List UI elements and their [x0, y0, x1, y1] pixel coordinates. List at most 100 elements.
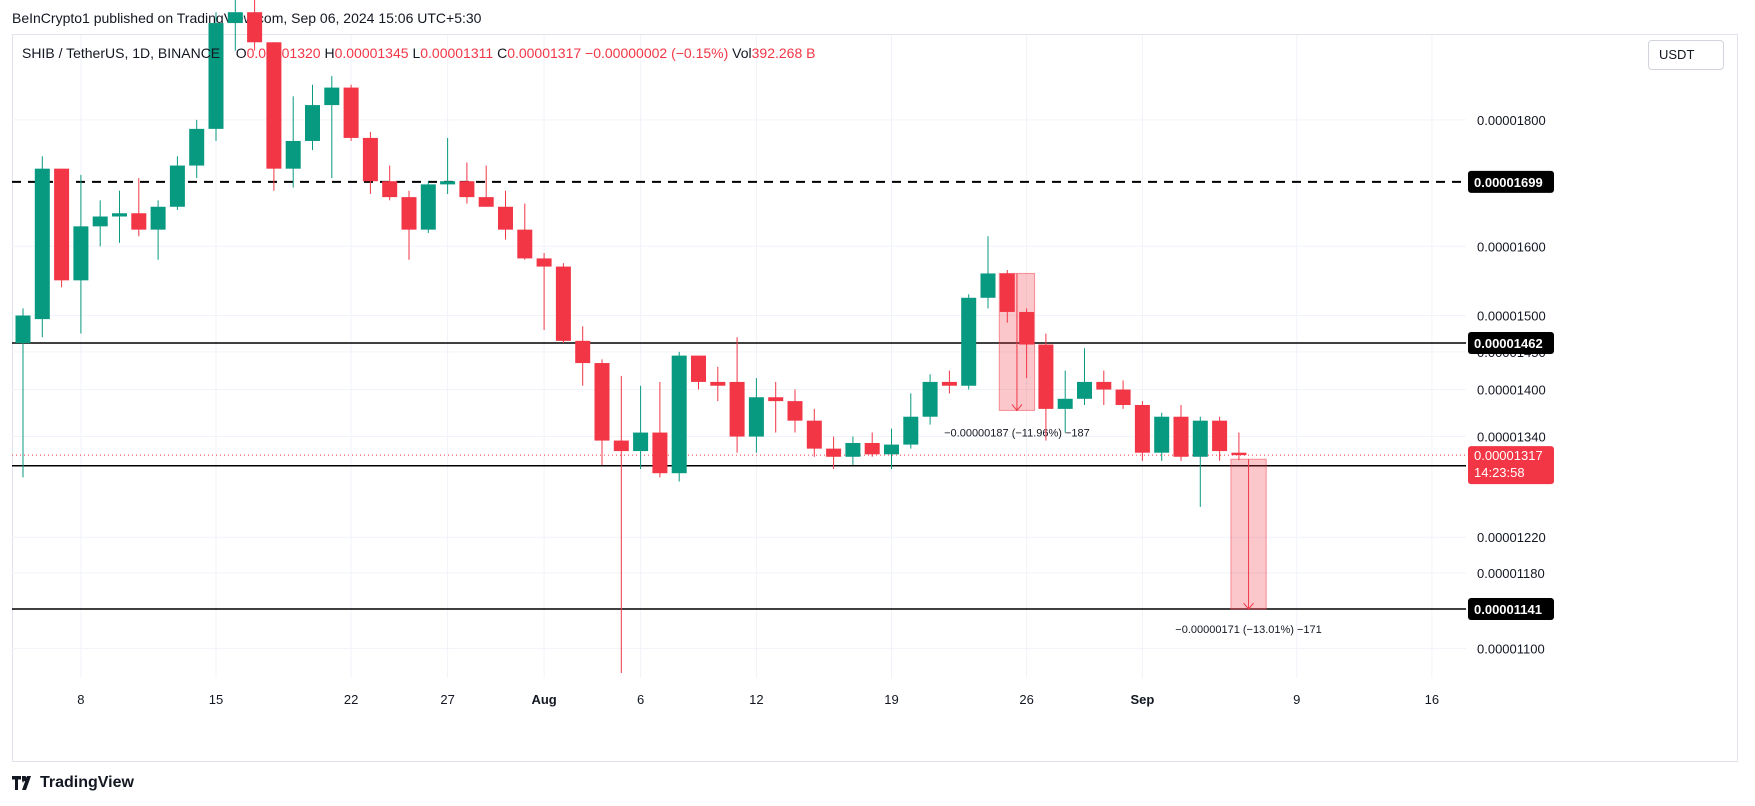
y-axis-tick-label: 0.00001220	[1477, 530, 1546, 545]
candle-body	[420, 184, 436, 230]
candle-body	[884, 444, 899, 455]
candle-body	[999, 273, 1015, 312]
measure-arrow-head	[1243, 602, 1254, 610]
candle-body	[806, 420, 822, 449]
publisher-line: BeInCrypto1 published on TradingView.com…	[12, 10, 482, 26]
y-axis-tick-label: 0.00001500	[1477, 309, 1546, 324]
candle-body	[729, 381, 745, 437]
candle-body	[362, 137, 378, 182]
y-axis-tick-label: 0.00001600	[1477, 239, 1546, 254]
chart-frame	[12, 34, 1738, 762]
x-axis-tick-label: 6	[637, 692, 644, 707]
candle-body	[440, 181, 456, 185]
candle-body	[1057, 398, 1073, 409]
candle-body	[826, 448, 842, 457]
candle-body	[150, 206, 166, 230]
level-badge	[1468, 598, 1554, 621]
candle-body	[613, 440, 629, 452]
candle-body	[633, 432, 649, 452]
y-axis-tick-label: 0.00001400	[1477, 383, 1546, 398]
candle-body	[247, 12, 263, 43]
candle-body	[54, 168, 70, 281]
y-axis-tick-label: 0.00001800	[1477, 113, 1546, 128]
candle-body	[1038, 344, 1054, 409]
candle-body	[112, 213, 127, 217]
candle-body	[169, 165, 185, 207]
candle-body	[594, 363, 610, 441]
level-badge	[1468, 332, 1554, 355]
level-badge-label: 0.00001141	[1474, 602, 1542, 617]
x-axis-tick-label: 26	[1019, 692, 1033, 707]
candle-body	[131, 213, 147, 230]
candle-body	[517, 229, 533, 259]
candle-body	[710, 381, 726, 386]
legend-close-label: C	[497, 45, 508, 61]
candle-body	[459, 181, 475, 198]
x-axis-tick-label: 9	[1293, 692, 1300, 707]
x-axis-tick-label: Aug	[531, 692, 556, 707]
legend-low-value: 0.00001311	[420, 45, 494, 61]
candle-body	[266, 42, 282, 169]
measure-label: −0.00000187 (−11.96%) −187	[944, 427, 1090, 439]
candle-body	[401, 197, 417, 230]
tradingview-brand[interactable]: TradingView	[12, 774, 134, 792]
currency-button[interactable]: USDT	[1648, 40, 1724, 70]
current-price-countdown: 14:23:58	[1474, 465, 1525, 480]
candle-body	[343, 87, 359, 138]
measure-label: −0.00000171 (−13.01%) −171	[1175, 624, 1322, 636]
candle-body	[671, 355, 687, 474]
y-axis-tick-label: 0.00001100	[1477, 641, 1545, 656]
candle-body	[285, 140, 301, 169]
level-badge-label: 0.00001699	[1474, 175, 1543, 190]
legend-high-label: H	[324, 45, 335, 61]
legend-change: −0.00000002 (−0.15%)	[585, 45, 729, 61]
candle-body	[498, 206, 513, 230]
x-axis-tick-label: 12	[749, 692, 763, 707]
candle-body	[73, 226, 89, 281]
candle-body	[305, 105, 320, 141]
level-badge-label: 0.00001462	[1474, 336, 1543, 351]
candle-body	[1134, 404, 1150, 453]
candle-body	[1096, 381, 1112, 390]
y-axis-tick-label: 0.00001340	[1477, 430, 1546, 445]
candle-body	[1173, 416, 1189, 457]
candle-body	[227, 12, 243, 24]
legend-low-label: L	[412, 45, 421, 61]
candle-body	[903, 416, 919, 445]
candle-body	[845, 442, 861, 457]
candle-body	[748, 397, 764, 437]
x-axis-tick-label: 8	[77, 692, 84, 707]
candle-body	[787, 401, 803, 421]
candle-body	[536, 258, 552, 267]
candle-body	[652, 432, 668, 474]
brand-name: TradingView	[40, 774, 134, 791]
candle-body	[768, 397, 784, 402]
candle-body	[208, 23, 224, 129]
tradingview-logo-icon	[12, 776, 31, 790]
candle-body	[941, 381, 957, 386]
candle-body	[189, 128, 205, 166]
candle-body	[864, 442, 880, 455]
candle-body	[478, 197, 494, 207]
legend-high-value: 0.00001345	[334, 45, 409, 61]
candle-body	[1077, 381, 1092, 399]
candle-body	[1212, 420, 1228, 452]
candle-body	[1231, 452, 1247, 456]
candle-body	[1192, 420, 1208, 457]
measure-arrow-head	[1011, 404, 1023, 412]
current-price-label: 0.00001317	[1474, 448, 1543, 463]
candle-body	[34, 168, 50, 320]
candle-body	[575, 340, 591, 364]
x-axis-tick-label: Sep	[1130, 692, 1154, 707]
current-price-badge	[1468, 446, 1554, 485]
candle-body	[555, 266, 571, 341]
candle-body	[961, 297, 977, 386]
candle-body	[15, 315, 31, 344]
candle-body	[324, 87, 340, 106]
legend-close-value: 0.00001317	[507, 45, 582, 61]
x-axis-tick-label: 22	[344, 692, 358, 707]
candle-body	[1019, 311, 1035, 345]
candle-body	[1154, 416, 1170, 453]
candle-body	[382, 181, 398, 198]
